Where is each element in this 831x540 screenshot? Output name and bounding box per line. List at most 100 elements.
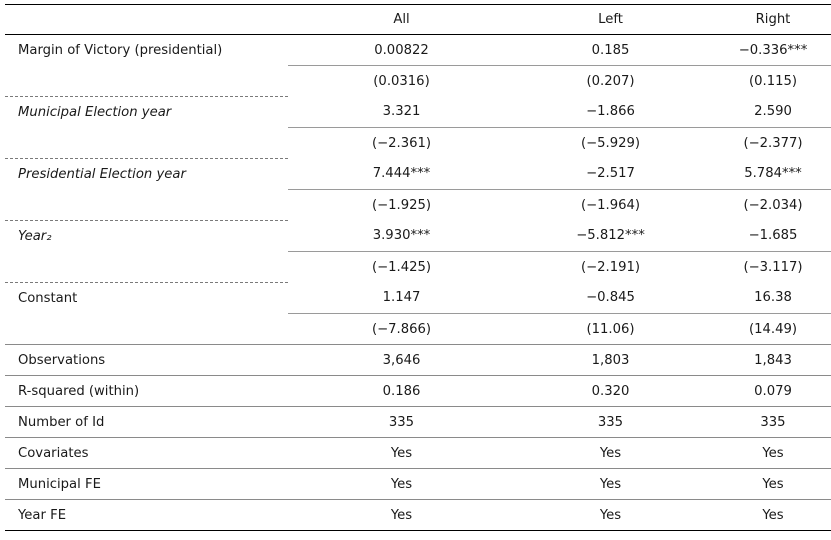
estimate-value: −1.866 bbox=[586, 104, 635, 120]
row-label: Constant bbox=[5, 282, 288, 314]
estimate-cell: 5.784*** bbox=[706, 159, 831, 190]
estimate-value: −5.812*** bbox=[576, 228, 645, 244]
stat-value: Yes bbox=[599, 476, 622, 492]
se-cell: (−3.117) bbox=[706, 251, 831, 283]
stat-cell: 0.079 bbox=[706, 375, 831, 407]
estimate-value: 2.590 bbox=[754, 104, 792, 120]
estimate-value: 3.930*** bbox=[372, 228, 431, 244]
table-row: (−1.425) (−2.191) (−3.117) bbox=[5, 251, 831, 283]
se-cell: (−2.034) bbox=[706, 189, 831, 221]
table-row: (−2.361) (−5.929) (−2.377) bbox=[5, 127, 831, 159]
estimate-cell: −0.336*** bbox=[706, 35, 831, 66]
stat-cell: 335 bbox=[706, 406, 831, 438]
stat-cell: Yes bbox=[515, 499, 706, 531]
estimate-cell: −1.866 bbox=[515, 97, 706, 128]
estimate-cell: 3.930*** bbox=[288, 221, 515, 252]
table-row: Margin of Victory (presidential) 0.00822 0… bbox=[5, 35, 831, 66]
stat-cell: Yes bbox=[288, 468, 515, 500]
row-label: Municipal Election year bbox=[5, 96, 288, 128]
se-cell: (−5.929) bbox=[515, 127, 706, 159]
estimate-value: 3.321 bbox=[382, 104, 421, 120]
estimate-value: −0.845 bbox=[586, 290, 635, 306]
estimate-value: 0.00822 bbox=[374, 42, 429, 58]
estimate-cell: −5.812*** bbox=[515, 221, 706, 252]
estimate-cell: 3.321 bbox=[288, 97, 515, 128]
estimate-cell: 2.590 bbox=[706, 97, 831, 128]
se-value: (0.0316) bbox=[373, 73, 430, 89]
stat-value: Yes bbox=[762, 507, 784, 523]
table-row: Year₂ 3.930*** −5.812*** −1.685 bbox=[5, 220, 831, 252]
table-row: Municipal Election year 3.321 −1.866 2.590 bbox=[5, 96, 831, 128]
stat-value: Yes bbox=[762, 445, 784, 461]
stat-cell: 0.320 bbox=[515, 375, 706, 407]
stat-cell: Yes bbox=[288, 437, 515, 469]
stat-cell: 335 bbox=[515, 406, 706, 438]
table-row: Constant 1.147 −0.845 16.38 bbox=[5, 282, 831, 314]
stat-value: Yes bbox=[390, 476, 413, 492]
se-value: (0.207) bbox=[586, 73, 635, 89]
stat-cell: Yes bbox=[288, 499, 515, 531]
table-row: R-squared (within) 0.186 0.320 0.079 bbox=[5, 375, 831, 407]
se-value: (−1.964) bbox=[580, 197, 641, 213]
header-blank bbox=[5, 4, 288, 35]
se-value: (14.49) bbox=[748, 321, 798, 337]
estimate-cell: 0.185 bbox=[515, 35, 706, 66]
stat-cell: Yes bbox=[706, 499, 831, 531]
se-cell: (−2.377) bbox=[706, 127, 831, 159]
regression-table: All Left Right Margin of Victory (presid… bbox=[5, 4, 831, 531]
estimate-value: −1.685 bbox=[748, 228, 798, 244]
se-cell: (0.0316) bbox=[288, 65, 515, 97]
se-cell: (−1.925) bbox=[288, 189, 515, 221]
se-cell: (−1.964) bbox=[515, 189, 706, 221]
row-label-empty bbox=[5, 314, 288, 345]
row-label: Margin of Victory (presidential) bbox=[18, 42, 223, 58]
se-value: (11.06) bbox=[586, 321, 635, 337]
estimate-value: 5.784*** bbox=[744, 166, 802, 182]
stat-value: 0.186 bbox=[382, 383, 421, 399]
se-cell: (−1.425) bbox=[288, 251, 515, 283]
estimate-value: −2.517 bbox=[586, 166, 635, 182]
se-value: (0.115) bbox=[748, 73, 798, 89]
header-left: Left bbox=[515, 4, 706, 35]
table-row: (−7.866) (11.06) (14.49) bbox=[5, 313, 831, 345]
stat-value: Yes bbox=[390, 445, 413, 461]
stat-value: 0.079 bbox=[754, 383, 792, 399]
stat-label: Observations bbox=[5, 344, 288, 376]
se-value: (−1.925) bbox=[371, 197, 432, 213]
stat-cell: Yes bbox=[515, 437, 706, 469]
se-cell: (−2.361) bbox=[288, 127, 515, 159]
stat-cell: Yes bbox=[706, 437, 831, 469]
se-cell: (−7.866) bbox=[288, 313, 515, 345]
stat-value: Yes bbox=[599, 445, 622, 461]
table-row: Number of Id 335 335 335 bbox=[5, 406, 831, 438]
stat-value: 3,646 bbox=[382, 352, 421, 368]
stat-value: Yes bbox=[762, 476, 784, 492]
estimate-value: 7.444*** bbox=[372, 166, 431, 182]
stat-cell: 0.186 bbox=[288, 375, 515, 407]
row-label-empty bbox=[5, 128, 288, 159]
header-row: All Left Right bbox=[5, 4, 831, 35]
stat-cell: Yes bbox=[515, 468, 706, 500]
se-value: (−2.377) bbox=[743, 135, 803, 151]
row-label-empty bbox=[5, 252, 288, 283]
stat-value: 0.320 bbox=[591, 383, 630, 399]
table-row: Covariates Yes Yes Yes bbox=[5, 437, 831, 469]
se-cell: (14.49) bbox=[706, 313, 831, 345]
estimate-cell: 1.147 bbox=[288, 283, 515, 314]
se-value: (−3.117) bbox=[743, 259, 803, 275]
estimate-value: 1.147 bbox=[382, 290, 421, 306]
se-cell: (11.06) bbox=[515, 313, 706, 345]
row-label: Presidential Election year bbox=[5, 158, 288, 190]
stat-value: Yes bbox=[599, 507, 622, 523]
table-row: Observations 3,646 1,803 1,843 bbox=[5, 344, 831, 376]
estimate-cell: −1.685 bbox=[706, 221, 831, 252]
se-value: (−2.191) bbox=[580, 259, 641, 275]
row-label-empty bbox=[5, 66, 288, 97]
row-label-empty bbox=[5, 190, 288, 221]
table-row: Presidential Election year 7.444*** −2.517… bbox=[5, 158, 831, 190]
se-value: (−2.361) bbox=[371, 135, 432, 151]
header-all: All bbox=[288, 4, 515, 35]
table-body: Margin of Victory (presidential) 0.00822 0… bbox=[5, 35, 831, 531]
estimate-cell: −0.845 bbox=[515, 283, 706, 314]
stat-cell: 3,646 bbox=[288, 344, 515, 376]
